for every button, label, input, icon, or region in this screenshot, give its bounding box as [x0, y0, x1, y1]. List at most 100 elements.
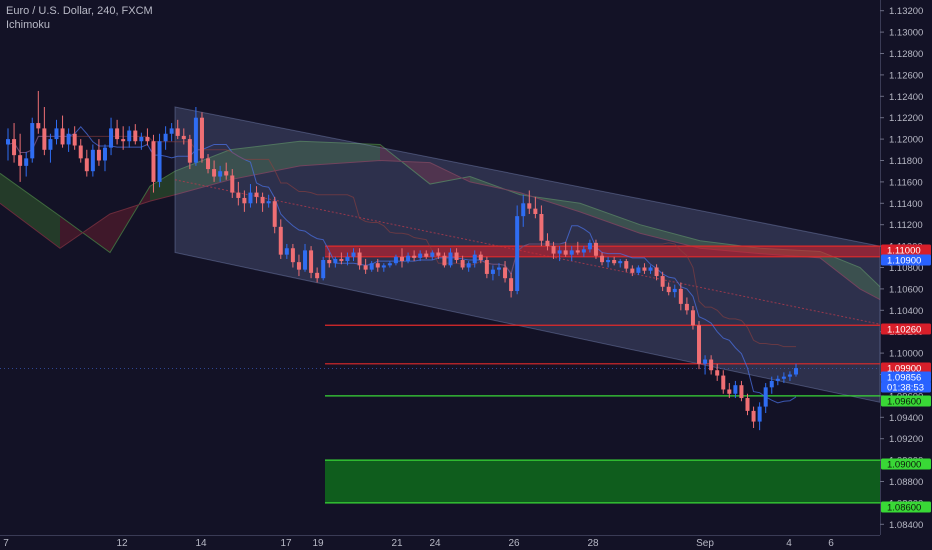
- candle-body: [563, 250, 568, 255]
- price-tag-text: 1.10900: [887, 256, 921, 267]
- time-tick-label: 24: [429, 538, 441, 549]
- price-tick-label: 1.13000: [889, 28, 923, 39]
- candle-body: [557, 250, 562, 254]
- price-tag-background: [881, 501, 931, 513]
- candle-body: [430, 252, 435, 257]
- demand-zone[interactable]: [325, 460, 880, 503]
- candle-body: [54, 128, 59, 140]
- candle-body: [424, 253, 429, 257]
- candle-body: [521, 203, 526, 217]
- candle-body: [163, 133, 168, 142]
- symbol-title[interactable]: Euro / U.S. Dollar, 240, FXCM: [6, 5, 153, 17]
- candle-body: [533, 208, 538, 214]
- cloud-segment: [820, 251, 860, 289]
- candle-body: [18, 155, 23, 166]
- candle-body: [157, 141, 162, 182]
- candle-body: [672, 288, 677, 293]
- cloud-segment: [230, 141, 300, 180]
- candle-body: [193, 117, 198, 163]
- candle-body: [351, 252, 356, 257]
- time-tick-label: 28: [587, 538, 599, 549]
- candle-body: [36, 123, 41, 129]
- candle-body: [509, 278, 514, 292]
- candle-body: [102, 147, 107, 161]
- cloud-segment: [300, 141, 380, 166]
- candle-body: [296, 262, 301, 270]
- candle-body: [690, 310, 695, 326]
- price-tag-resistance: 1.11000: [881, 244, 931, 257]
- candle-body: [709, 359, 714, 371]
- price-tag-line-blue: 1.10900: [881, 254, 931, 267]
- price-tag-text: 1.09000: [887, 460, 921, 471]
- candle-body: [327, 260, 332, 264]
- price-tick-label: 1.10800: [889, 263, 923, 274]
- price-tick-label: 1.12000: [889, 135, 923, 146]
- candle-body: [660, 276, 665, 287]
- candle-body: [199, 117, 204, 159]
- candle-body: [575, 250, 580, 253]
- time-tick-label: 7: [3, 538, 9, 549]
- time-tick-label: 4: [786, 538, 792, 549]
- candle-body: [727, 389, 732, 394]
- price-tag-resistance: 1.09900: [881, 362, 931, 375]
- price-tick-label: 1.11600: [889, 177, 923, 188]
- candle-body: [400, 256, 404, 262]
- candle-body: [448, 252, 453, 266]
- candle-body: [12, 139, 17, 156]
- chart-legend: Euro / U.S. Dollar, 240, FXCM Ichimoku: [6, 4, 153, 32]
- candle-body: [333, 258, 338, 264]
- candle-body: [133, 130, 138, 142]
- cloud-segment: [175, 149, 230, 195]
- candle-body: [284, 248, 289, 255]
- candle-body: [745, 398, 750, 411]
- price-tick-label: 1.09200: [889, 434, 923, 445]
- candle-body: [84, 158, 89, 172]
- candle-body: [78, 145, 83, 159]
- candle-body: [678, 288, 683, 304]
- price-tag-text: 1.11000: [887, 246, 921, 257]
- time-tick-label: 17: [280, 538, 292, 549]
- price-tag-background: [881, 244, 931, 256]
- price-tag-text: 1.10260: [887, 325, 921, 336]
- candle-body: [412, 255, 417, 258]
- resistance-zone[interactable]: [325, 246, 880, 257]
- price-tag-text: 1.09900: [887, 364, 921, 375]
- indicator-name[interactable]: Ichimoku: [6, 19, 51, 31]
- price-tick-label: 1.11800: [889, 156, 923, 167]
- candle-body: [242, 197, 247, 204]
- candle-body: [393, 256, 398, 264]
- candle-body: [206, 158, 211, 170]
- price-tick-label: 1.11400: [889, 199, 923, 210]
- candle-body: [496, 267, 501, 270]
- price-tag-resistance: 1.10260: [881, 323, 931, 336]
- candle-body: [42, 128, 47, 150]
- time-axis[interactable]: 7 12 14 17 19 21 24 26 28 Sep 4 6: [0, 535, 932, 550]
- candle-body: [109, 128, 114, 148]
- candle-body: [484, 260, 489, 274]
- candle-body: [787, 374, 792, 377]
- candle-body: [303, 250, 308, 270]
- candle-body: [612, 260, 617, 264]
- candle-body: [127, 130, 132, 142]
- price-tag-support: 1.09600: [881, 395, 931, 408]
- candle-body: [606, 260, 611, 263]
- candle-body: [115, 128, 120, 140]
- candle-body: [254, 192, 259, 197]
- price-tag-last: 1.09856: [881, 371, 931, 384]
- candle-body: [600, 255, 605, 263]
- price-tick-label: 1.09400: [889, 413, 923, 424]
- kijun-line: [7, 135, 796, 348]
- candle-body: [24, 158, 29, 166]
- price-tag-support: 1.08600: [881, 501, 931, 514]
- price-tag-background: [881, 371, 931, 383]
- candle-body: [151, 141, 156, 182]
- candle-body: [642, 267, 647, 271]
- candle-body: [418, 253, 423, 258]
- candle-body: [357, 252, 362, 266]
- cloud-segment: [150, 171, 175, 202]
- plot-background: [0, 0, 880, 535]
- candle-body: [145, 136, 150, 142]
- candle-body: [236, 192, 241, 198]
- time-tick-label: Sep: [696, 538, 714, 549]
